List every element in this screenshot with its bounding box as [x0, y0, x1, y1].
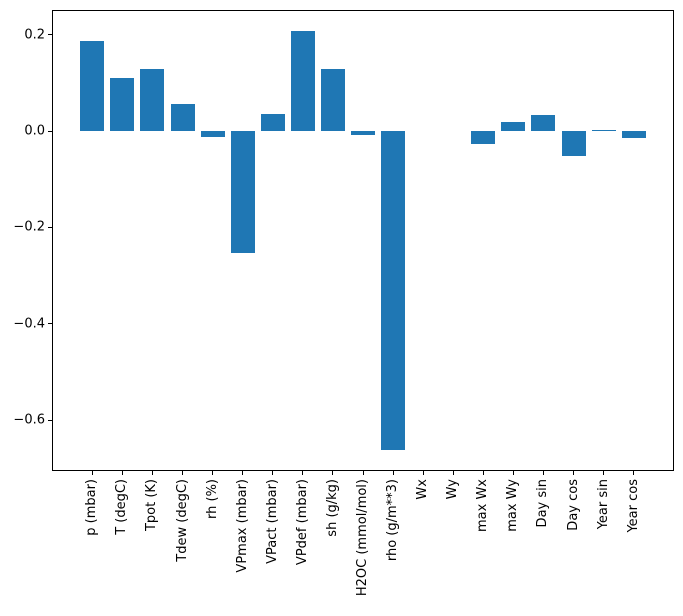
y-tick-mark: [48, 226, 52, 228]
x-tick-label: VPact (mbar): [264, 479, 280, 564]
x-tick-label: p (mbar): [84, 479, 100, 536]
y-tick-label: −0.4: [13, 316, 45, 332]
bar: [80, 41, 105, 132]
bar: [170, 104, 195, 132]
x-tick-mark: [512, 471, 514, 475]
x-tick-label: VPmax (mbar): [234, 479, 250, 573]
x-tick-mark: [573, 471, 575, 475]
x-tick-mark: [392, 471, 394, 475]
x-tick-mark: [302, 471, 304, 475]
x-tick-label: max Wy: [505, 479, 521, 532]
bar: [290, 30, 315, 132]
bar: [200, 131, 225, 138]
bar: [230, 131, 255, 253]
bar: [381, 131, 406, 451]
x-tick-mark: [182, 471, 184, 475]
bar: [621, 131, 646, 139]
x-tick-label: T (degC): [114, 479, 130, 535]
y-tick-mark: [48, 130, 52, 132]
x-tick-label: Year sin: [595, 479, 611, 530]
bar: [320, 69, 345, 132]
x-tick-mark: [212, 471, 214, 475]
x-tick-mark: [422, 471, 424, 475]
x-tick-label: Year cos: [625, 479, 641, 533]
x-tick-label: Day cos: [565, 479, 581, 531]
y-tick-label: −0.2: [13, 219, 45, 235]
x-tick-mark: [362, 471, 364, 475]
y-tick-label: −0.6: [13, 412, 45, 428]
x-tick-mark: [272, 471, 274, 475]
x-tick-label: Tpot (K): [144, 479, 160, 532]
y-tick-label: 0.0: [24, 123, 45, 139]
x-tick-mark: [332, 471, 334, 475]
x-tick-mark: [542, 471, 544, 475]
bar: [501, 122, 526, 132]
x-tick-label: rh (%): [204, 479, 220, 519]
x-tick-mark: [151, 471, 153, 475]
x-tick-label: VPdef (mbar): [294, 479, 310, 566]
bar: [350, 131, 376, 135]
y-tick-mark: [48, 419, 52, 421]
y-tick-mark: [48, 323, 52, 325]
bar: [471, 131, 496, 144]
x-tick-label: max Wx: [475, 479, 491, 533]
x-tick-mark: [603, 471, 605, 475]
x-tick-mark: [452, 471, 454, 475]
x-tick-mark: [242, 471, 244, 475]
x-tick-label: rho (g/m**3): [384, 479, 400, 562]
x-tick-label: sh (g/kg): [324, 479, 340, 537]
x-tick-label: H2OC (mmol/mol): [354, 479, 370, 597]
bar: [140, 69, 165, 132]
x-tick-mark: [633, 471, 635, 475]
bar: [591, 130, 616, 132]
x-tick-label: Wy: [445, 479, 461, 500]
y-tick-label: 0.2: [24, 27, 45, 43]
bar: [110, 78, 135, 132]
bar: [561, 131, 586, 157]
y-tick-mark: [48, 34, 52, 36]
x-tick-label: Tdew (degC): [174, 479, 190, 562]
x-tick-mark: [121, 471, 123, 475]
bar: [260, 113, 285, 132]
x-tick-mark: [482, 471, 484, 475]
x-tick-label: Wx: [414, 479, 430, 500]
x-tick-mark: [91, 471, 93, 475]
x-tick-label: Day sin: [535, 479, 551, 528]
bar: [531, 115, 556, 132]
